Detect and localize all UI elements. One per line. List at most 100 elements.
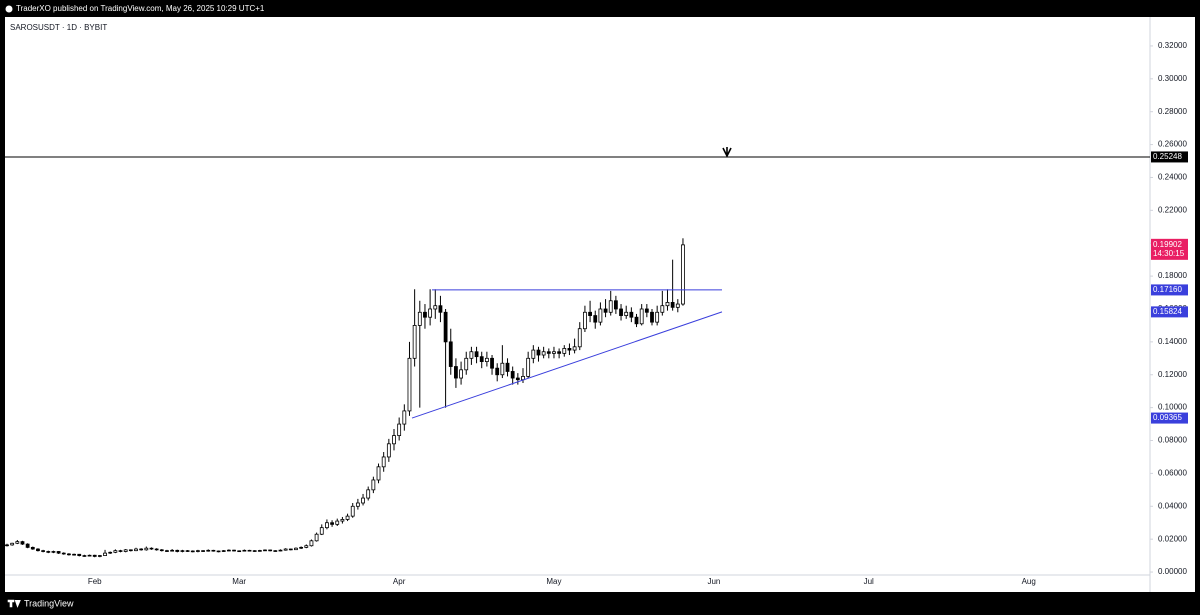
candle-body: [232, 549, 236, 552]
candle-body: [92, 554, 97, 557]
candle-body: [546, 351, 551, 354]
candle-body: [77, 553, 82, 556]
candle-body: [82, 555, 87, 557]
candle-body: [15, 541, 20, 544]
candle-body: [603, 308, 608, 313]
candle-body: [541, 351, 546, 356]
candle-body: [350, 505, 355, 517]
candle-body: [221, 550, 226, 552]
footer-brand: TradingView: [24, 598, 74, 608]
candle-body: [257, 550, 262, 552]
candle-body: [624, 311, 629, 316]
candle-body: [484, 357, 489, 362]
y-tick-label: 0.30000: [1158, 74, 1187, 83]
candle-body: [20, 541, 25, 545]
candle-body: [355, 502, 360, 507]
candle-body: [216, 550, 221, 553]
candle-body: [629, 311, 634, 318]
support-start-tag: [1151, 412, 1188, 424]
candle-body: [433, 305, 438, 310]
y-tick-label: 0.32000: [1158, 41, 1187, 50]
support-end-label: 0.15824: [1153, 307, 1182, 316]
candle-body: [113, 550, 118, 553]
candle-body: [376, 466, 381, 481]
candle-body: [438, 305, 443, 313]
candle-body: [190, 550, 195, 553]
support-start-label: 0.09365: [1153, 413, 1182, 422]
x-tick-label: Jul: [864, 577, 874, 586]
candle-body: [134, 548, 138, 552]
candle-body: [371, 479, 376, 491]
candle-body: [299, 546, 304, 549]
candle-body: [423, 311, 427, 318]
candle-body: [490, 357, 494, 369]
countdown: 14:30:15: [1153, 249, 1185, 258]
candle-body: [619, 308, 623, 316]
resistance-tag: [1151, 284, 1188, 296]
candle-body: [495, 367, 500, 376]
candle-body: [268, 549, 273, 552]
candle-body: [206, 549, 211, 552]
candle-body: [644, 308, 649, 313]
candle-body: [149, 547, 154, 550]
y-tick-label: 0.22000: [1158, 205, 1187, 214]
candle-body: [613, 300, 618, 310]
candle-body: [175, 549, 180, 552]
candle-body: [567, 348, 572, 351]
candle-body: [510, 371, 515, 379]
candle-body: [407, 357, 412, 412]
candle-body: [381, 456, 386, 468]
candle-body: [139, 548, 144, 551]
candle-body: [593, 315, 598, 323]
publisher: TraderXO published on TradingView.com, M…: [16, 4, 265, 13]
candle-body: [263, 549, 267, 552]
candle-body: [180, 550, 185, 552]
candle-body: [454, 366, 458, 379]
candle-body: [670, 302, 675, 308]
candle-body: [252, 550, 257, 552]
candle-body: [237, 550, 242, 553]
candle-body: [170, 549, 175, 552]
candle-body: [196, 550, 200, 552]
candle-body: [25, 543, 30, 548]
candle-body: [97, 555, 102, 557]
y-tick-label: 0.26000: [1158, 140, 1187, 149]
candle-body: [505, 362, 510, 372]
candle-body: [515, 377, 520, 381]
candle-body: [557, 351, 562, 354]
candle-body: [417, 311, 422, 326]
candle-body: [325, 522, 329, 529]
candle-body: [459, 369, 463, 379]
support-end-tag: [1151, 306, 1188, 318]
candle-body: [294, 547, 298, 551]
candle-body: [61, 552, 66, 555]
candle-body: [639, 308, 644, 325]
candle-body: [56, 551, 61, 554]
candle-body: [531, 349, 536, 359]
candle-body: [397, 423, 402, 436]
candle-body: [562, 348, 567, 354]
candle-body: [288, 548, 293, 551]
candle-body: [304, 545, 309, 548]
y-tick-label: 0.02000: [1158, 534, 1187, 543]
candles: [5, 238, 685, 558]
last-price-tag: [1151, 238, 1188, 260]
y-tick-label: 0.06000: [1158, 469, 1187, 478]
candle-body: [51, 551, 56, 553]
candle-body: [330, 522, 334, 525]
candle-body: [185, 550, 190, 552]
candle-body: [448, 341, 453, 367]
candle-body: [87, 554, 92, 557]
candle-body: [598, 308, 603, 323]
candle-body: [314, 533, 319, 542]
last-price-label: 0.19902: [1153, 240, 1182, 249]
candle-body: [128, 549, 133, 552]
candle-body: [41, 550, 46, 552]
x-tick-label: Apr: [393, 577, 406, 586]
candle-body: [402, 410, 407, 425]
candle-body: [366, 489, 371, 499]
candle-body: [118, 550, 123, 552]
candle-body: [108, 551, 113, 554]
y-tick-label: 0.14000: [1158, 337, 1187, 346]
